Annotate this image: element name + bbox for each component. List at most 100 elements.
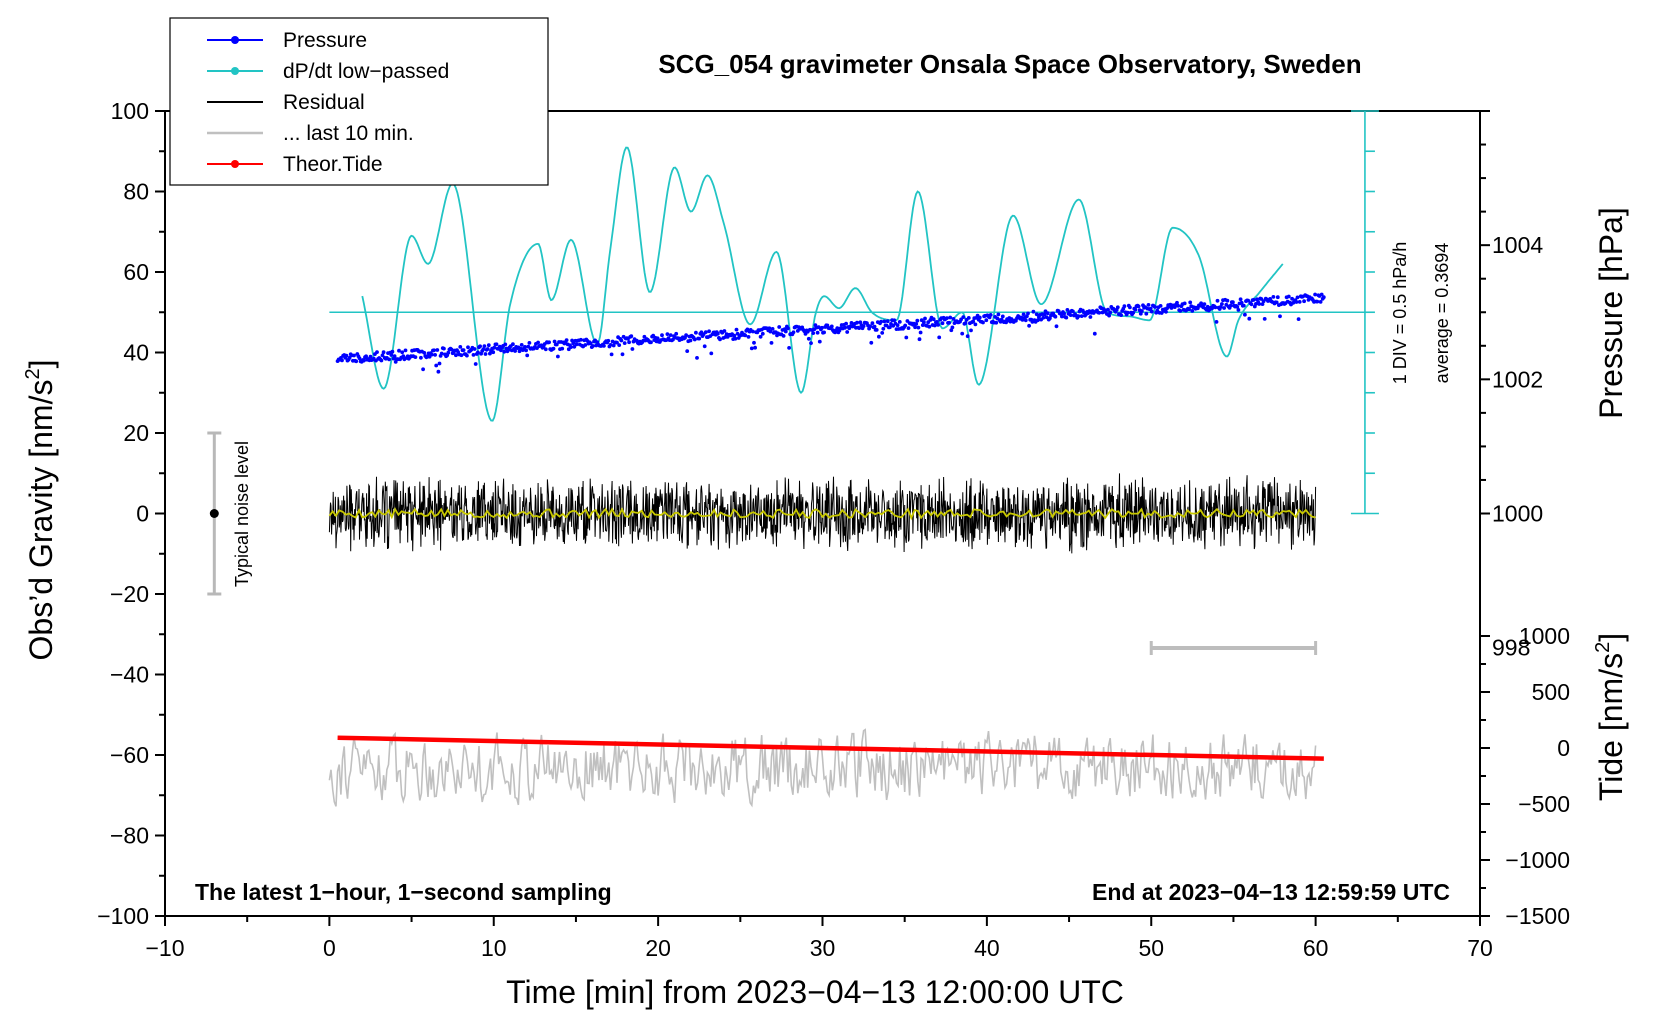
- pressure-point: [936, 323, 940, 327]
- pressure-point: [357, 356, 362, 361]
- noise-bar-label: Typical noise level: [232, 441, 252, 587]
- pressure-point: [465, 353, 469, 358]
- legend-swatch-marker: [231, 160, 239, 168]
- pressure-point: [1133, 307, 1138, 312]
- pressure-point: [880, 331, 885, 335]
- pressure-point: [1319, 292, 1324, 297]
- pressure-point: [767, 326, 772, 331]
- pressure-point: [977, 315, 982, 320]
- pressure-point: [1313, 292, 1317, 297]
- pressure-scale-label: 1 DIV = 0.5 hPa/h: [1390, 242, 1410, 385]
- pressure-point: [927, 324, 932, 329]
- pressure-point: [1025, 314, 1029, 319]
- pressure-point: [1108, 310, 1113, 315]
- pressure-point: [709, 351, 714, 356]
- x-tick-label: 60: [1303, 935, 1329, 961]
- pressure-point: [1241, 303, 1246, 308]
- pressure-point: [906, 326, 911, 330]
- pressure-point: [541, 345, 546, 349]
- pressure-point: [1318, 300, 1323, 304]
- pressure-point: [903, 323, 908, 328]
- pressure-point: [781, 334, 786, 338]
- pressure-point: [543, 347, 548, 352]
- pressure-point: [1060, 314, 1064, 319]
- pressure-point: [523, 345, 527, 349]
- pressure-point: [948, 315, 953, 320]
- pressure-point: [695, 356, 699, 360]
- pressure-point: [733, 336, 738, 341]
- pressure-point: [787, 346, 791, 350]
- pressure-point: [783, 329, 788, 334]
- pressure-point: [1158, 304, 1163, 308]
- pressure-point: [655, 336, 660, 341]
- pressure-point: [758, 334, 763, 339]
- pressure-point: [473, 362, 478, 366]
- pressure-point: [1195, 306, 1200, 311]
- legend-item-label: Pressure: [283, 29, 367, 52]
- pressure-point: [502, 349, 507, 354]
- pressure-point: [1021, 312, 1026, 317]
- pressure-point: [422, 350, 427, 355]
- pressure-point: [732, 333, 737, 338]
- pressure-point: [769, 341, 774, 345]
- pressure-point: [615, 340, 619, 345]
- pressure-point: [380, 353, 385, 358]
- x-tick-label: 0: [323, 935, 336, 961]
- pressure-point: [697, 336, 702, 341]
- x-tick-label: 30: [810, 935, 836, 961]
- pressure-point: [951, 317, 956, 321]
- y-tick-label: −40: [110, 662, 149, 688]
- pressure-point: [1140, 309, 1144, 313]
- pressure-point: [1106, 307, 1110, 312]
- pressure-point: [870, 321, 875, 326]
- y-axis-title: Obs’d Gravity [nm/s2]: [22, 360, 59, 661]
- pressure-point: [1296, 317, 1301, 321]
- pressure-point: [352, 353, 356, 358]
- legend-item-label: Theor.Tide: [283, 153, 383, 176]
- pressure-point: [435, 348, 440, 352]
- x-tick-label: 70: [1467, 935, 1493, 961]
- pressure-axis-title: Pressure [hPa]: [1593, 207, 1629, 419]
- pressure-point: [874, 328, 879, 332]
- pressure-point: [786, 326, 790, 331]
- pressure-point: [923, 316, 927, 321]
- series-layer: [328, 146, 1365, 808]
- pressure-point: [1035, 318, 1040, 323]
- pressure-point: [606, 338, 611, 343]
- pressure-point: [1131, 310, 1136, 315]
- y-tick-label: −100: [97, 903, 149, 929]
- pressure-point: [630, 347, 635, 351]
- pressure-point: [1236, 308, 1241, 312]
- pressure-point: [1243, 312, 1247, 317]
- pressure-point: [917, 337, 922, 342]
- pressure-point: [881, 326, 886, 331]
- pressure-point: [1042, 312, 1047, 317]
- y-tick-label: 40: [123, 340, 149, 366]
- pressure-point: [513, 349, 517, 353]
- pressure-tick-label: 1000: [1492, 501, 1543, 527]
- pressure-point: [684, 333, 688, 338]
- pressure-point: [1205, 304, 1210, 309]
- pressure-point: [1249, 302, 1254, 307]
- pressure-point: [665, 332, 670, 336]
- pressure-point: [1125, 310, 1130, 315]
- pressure-point: [965, 334, 970, 339]
- pressure-point: [471, 353, 476, 357]
- pressure-point: [855, 320, 859, 325]
- footer-right-note: End at 2023−04−13 12:59:59 UTC: [1092, 879, 1450, 905]
- pressure-point: [478, 344, 482, 349]
- pressure-point: [527, 341, 532, 345]
- pressure-point: [442, 346, 446, 351]
- pressure-point: [617, 343, 622, 347]
- pressure-point: [485, 347, 490, 351]
- pressure-point: [768, 329, 773, 334]
- pressure-point: [960, 331, 965, 336]
- pressure-point: [1044, 315, 1049, 320]
- pressure-point: [583, 343, 588, 347]
- tide-tick-label: 500: [1532, 679, 1570, 705]
- pressure-point: [622, 341, 627, 345]
- pressure-point: [1136, 304, 1141, 309]
- pressure-average-label: average = 0.3694: [1432, 243, 1452, 384]
- pressure-point: [916, 325, 921, 330]
